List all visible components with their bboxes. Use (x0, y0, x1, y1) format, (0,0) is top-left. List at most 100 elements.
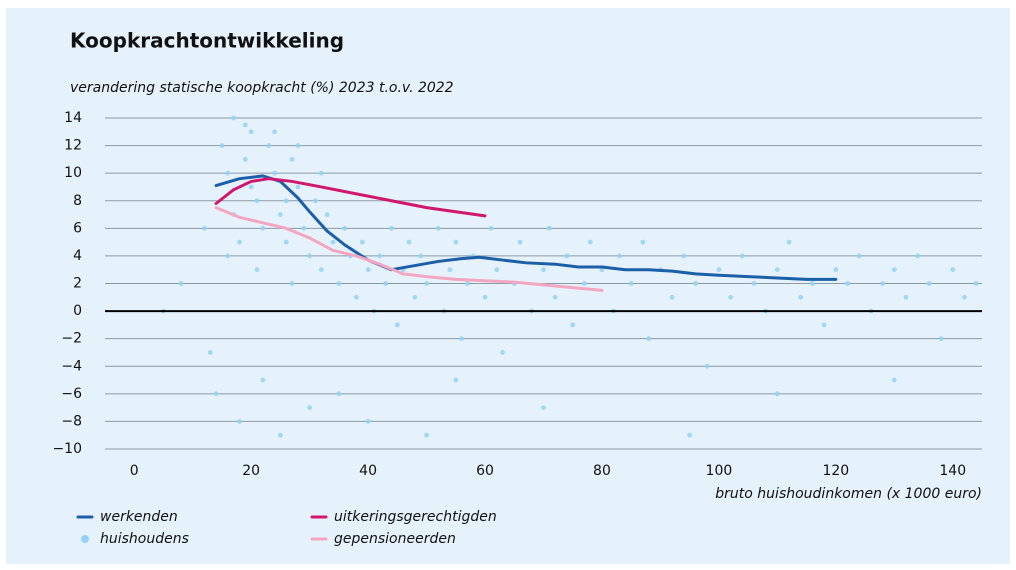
y-tick-label: −4 (61, 358, 82, 374)
y-tick-label: 8 (73, 193, 82, 209)
scatter-point (336, 391, 342, 397)
scatter-point (231, 115, 237, 121)
y-tick-label: −6 (61, 386, 82, 402)
scatter-point (833, 267, 839, 273)
scatter-point (424, 281, 429, 286)
x-tick-label: 100 (706, 463, 733, 479)
scatter-point (225, 170, 231, 176)
scatter-point (301, 225, 307, 231)
x-tick-label: 0 (130, 463, 139, 479)
scatter-point (891, 377, 897, 383)
scatter-point (272, 170, 277, 176)
scatter-point (242, 122, 248, 128)
scatter-point (687, 432, 693, 438)
legend-label: werkenden (100, 509, 178, 525)
scatter-point (283, 198, 289, 204)
scatter-point (465, 281, 470, 286)
scatter-point (318, 170, 324, 176)
y-tick-label: 0 (73, 303, 82, 319)
scatter-point (640, 239, 646, 245)
scatter-point (389, 225, 394, 231)
y-tick-label: −10 (52, 441, 82, 457)
scatter-point (237, 239, 242, 245)
scatter-point (798, 294, 804, 300)
scatter-point (587, 239, 593, 245)
subtitle: verandering statische koopkracht (%) 202… (70, 80, 454, 96)
scatter-point (406, 239, 412, 245)
legend-label: gepensioneerden (334, 531, 456, 547)
scatter-point (242, 156, 248, 162)
scatter-point (821, 322, 827, 328)
scatter-point (225, 253, 231, 259)
scatter-point (254, 267, 260, 273)
x-tick-label: 40 (359, 463, 377, 479)
scatter-point (307, 253, 313, 259)
scatter-point (973, 281, 979, 286)
scatter-point (903, 294, 909, 300)
scatter-point (915, 253, 921, 259)
scatter-point (283, 239, 289, 245)
scatter-point (646, 336, 652, 342)
scatter-point (453, 239, 459, 245)
scatter-point (751, 281, 757, 286)
y-tick-label: −2 (61, 331, 82, 347)
x-tick-label: 60 (476, 463, 494, 479)
x-tick-label: 20 (242, 463, 260, 479)
scatter-point (307, 405, 313, 411)
scatter-point (207, 350, 213, 355)
scatter-point (313, 198, 318, 204)
y-tick-label: 4 (73, 248, 82, 264)
y-tick-label: 12 (64, 138, 82, 154)
background (6, 8, 1010, 564)
legend-label: uitkeringsgerechtigden (334, 509, 497, 525)
scatter-point (786, 239, 792, 245)
scatter-point (482, 294, 488, 300)
scatter-point (669, 294, 675, 300)
scatter-point (564, 253, 570, 259)
y-tick-label: −8 (61, 413, 82, 429)
scatter-point (324, 212, 330, 217)
scatter-point (435, 225, 441, 231)
scatter-point (541, 267, 546, 273)
scatter-point (424, 432, 429, 438)
scatter-point (774, 391, 780, 397)
scatter-point (938, 336, 944, 342)
line-series (214, 206, 604, 292)
scatter-point (394, 322, 400, 328)
scatter-point (541, 405, 546, 411)
scatter-point (248, 129, 254, 135)
scatter-point (716, 267, 722, 273)
scatter-point (295, 143, 301, 148)
scatter-point (365, 419, 371, 424)
scatter-point (377, 253, 383, 259)
scatter-point (628, 281, 634, 286)
scatter-point (289, 156, 295, 162)
scatter-point (278, 432, 283, 438)
line-series (214, 174, 838, 281)
scatter-point (494, 267, 500, 273)
line-series (214, 177, 487, 218)
scatter-point (272, 129, 277, 135)
scatter-point (880, 281, 886, 286)
scatter-point (488, 225, 494, 231)
scatter-point (365, 267, 371, 273)
scatter-point (570, 322, 576, 328)
scatter-point (459, 336, 465, 342)
scatter-point (295, 184, 301, 190)
scatter-point (774, 267, 780, 273)
legend-label: huishoudens (100, 531, 189, 547)
scatter-point (260, 377, 266, 383)
scatter-point (681, 253, 687, 259)
scatter-point (546, 225, 552, 231)
scatter-point (219, 143, 225, 148)
scatter-point (213, 391, 219, 397)
scatter-point (447, 267, 453, 273)
legend-swatch (81, 535, 89, 543)
scatter-point (359, 239, 365, 245)
scatter-point (342, 225, 348, 231)
scatter-point (318, 267, 324, 273)
scatter-point (453, 377, 459, 383)
x-axis-label: bruto huishoudinkomen (x 1000 euro) (715, 486, 982, 502)
scatter-point (810, 281, 815, 286)
